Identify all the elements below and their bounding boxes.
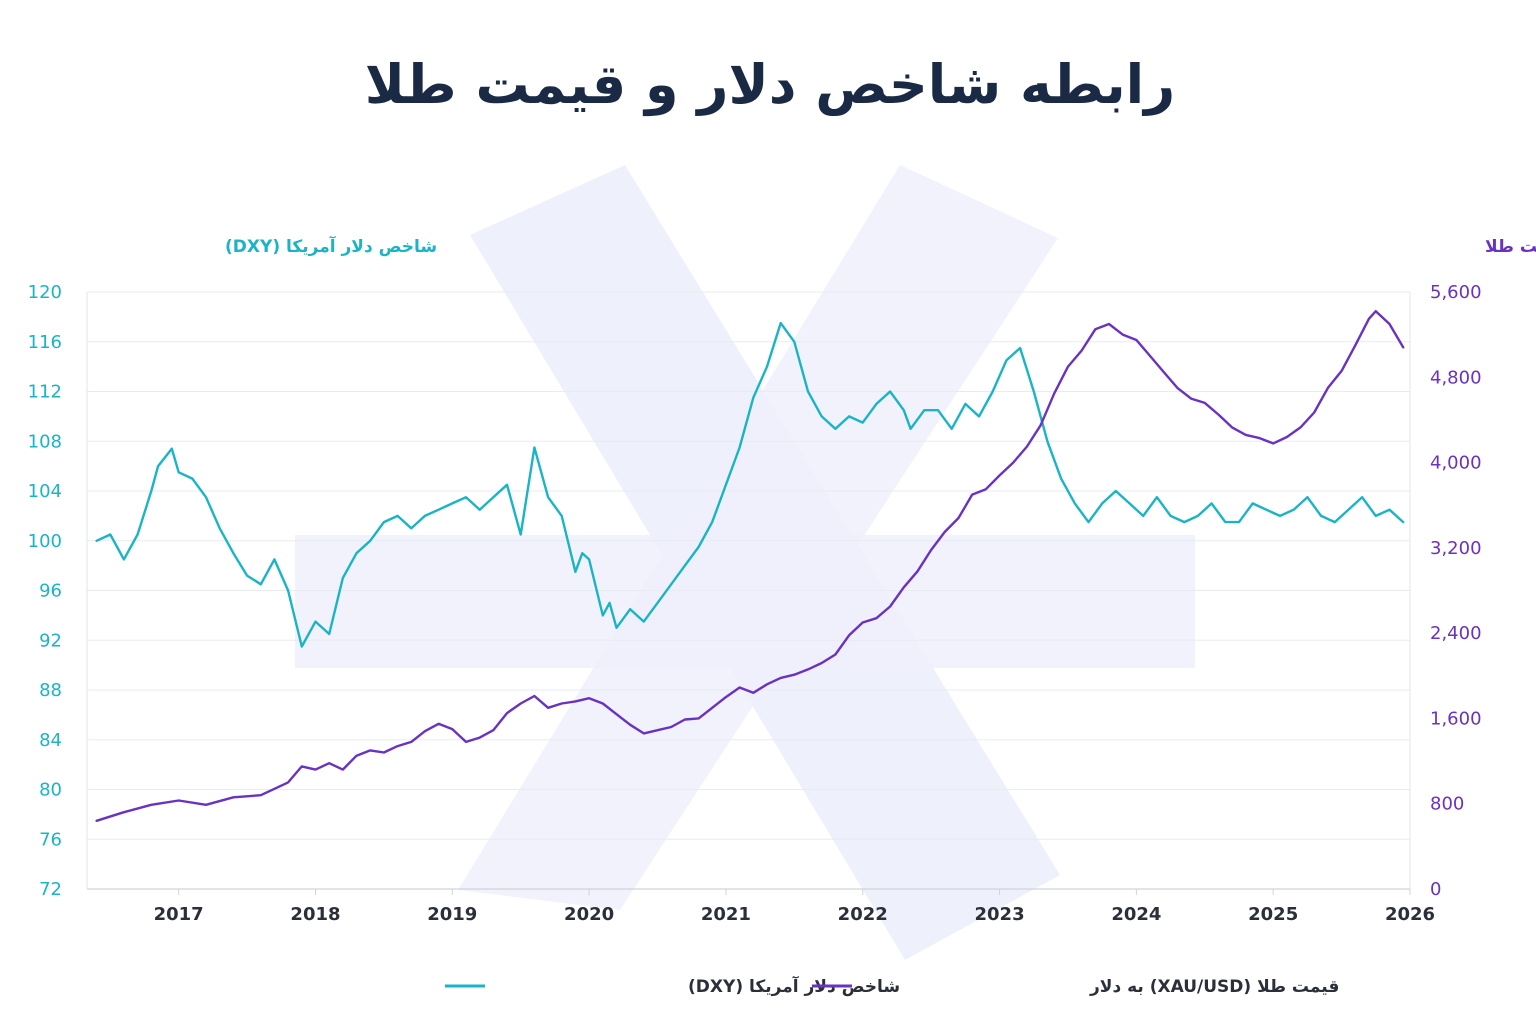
- right-axis-title: قیمت طلا: [1485, 237, 1536, 257]
- left-tick-label: 116: [28, 332, 62, 353]
- left-tick-label: 120: [28, 282, 62, 303]
- right-tick-label: 800: [1430, 794, 1464, 815]
- grid: [86, 291, 1411, 890]
- x-tick-label: 2026: [1385, 904, 1435, 925]
- left-axis-title: شاخص دلار آمریکا (DXY): [225, 235, 437, 257]
- x-axis: 2017 2018 2019 2020 2021 2022 2023 2024 2025 2026: [154, 889, 1435, 925]
- left-tick-label: 112: [28, 382, 62, 403]
- legend-label-dxy: شاخص دلار آمریکا (DXY): [688, 975, 900, 997]
- legend-label-gold: قیمت طلا (XAU/USD) به دلار: [1089, 977, 1339, 997]
- series-layer: [95, 310, 1405, 822]
- x-tick-label: 2018: [290, 904, 340, 925]
- right-tick-label: 4,000: [1430, 453, 1482, 474]
- right-tick-label: 3,200: [1430, 538, 1482, 559]
- left-tick-label: 108: [28, 431, 62, 452]
- x-tick-label: 2021: [701, 904, 751, 925]
- x-tick-label: 2025: [1248, 904, 1298, 925]
- right-tick-label: 1,600: [1430, 708, 1482, 729]
- left-tick-label: 96: [39, 581, 62, 602]
- x-tick-label: 2024: [1111, 904, 1161, 925]
- left-tick-label: 76: [39, 829, 62, 850]
- x-tick-label: 2020: [564, 904, 614, 925]
- x-tick-label: 2019: [427, 904, 477, 925]
- right-tick-label: 4,800: [1430, 367, 1482, 388]
- right-axis: 5,600 4,800 4,000 3,200 2,400 1,600 800 0: [1430, 282, 1482, 900]
- left-tick-label: 100: [28, 531, 62, 552]
- left-tick-label: 104: [28, 481, 62, 502]
- left-tick-label: 92: [39, 630, 62, 651]
- left-axis: 120 116 112 108 104 100 96 92 88 84 80 76 72: [28, 282, 62, 900]
- left-tick-label: 84: [39, 730, 62, 751]
- left-tick-label: 88: [39, 680, 62, 701]
- x-tick-label: 2022: [838, 904, 888, 925]
- chart-title: رابطه شاخص دلار و قیمت طلا: [365, 53, 1175, 117]
- right-tick-label: 2,400: [1430, 623, 1482, 644]
- x-tick-label: 2023: [975, 904, 1025, 925]
- legend: شاخص دلار آمریکا (DXY) قیمت طلا (XAU/USD…: [445, 975, 1339, 997]
- series-line-gold: [95, 310, 1405, 822]
- right-tick-label: 5,600: [1430, 282, 1482, 303]
- right-tick-label: 0: [1430, 879, 1441, 900]
- x-tick-label: 2017: [154, 904, 204, 925]
- left-tick-label: 72: [39, 879, 62, 900]
- left-tick-label: 80: [39, 780, 62, 801]
- watermark-logo: [295, 165, 1195, 960]
- series-line-dxy: [95, 321, 1405, 648]
